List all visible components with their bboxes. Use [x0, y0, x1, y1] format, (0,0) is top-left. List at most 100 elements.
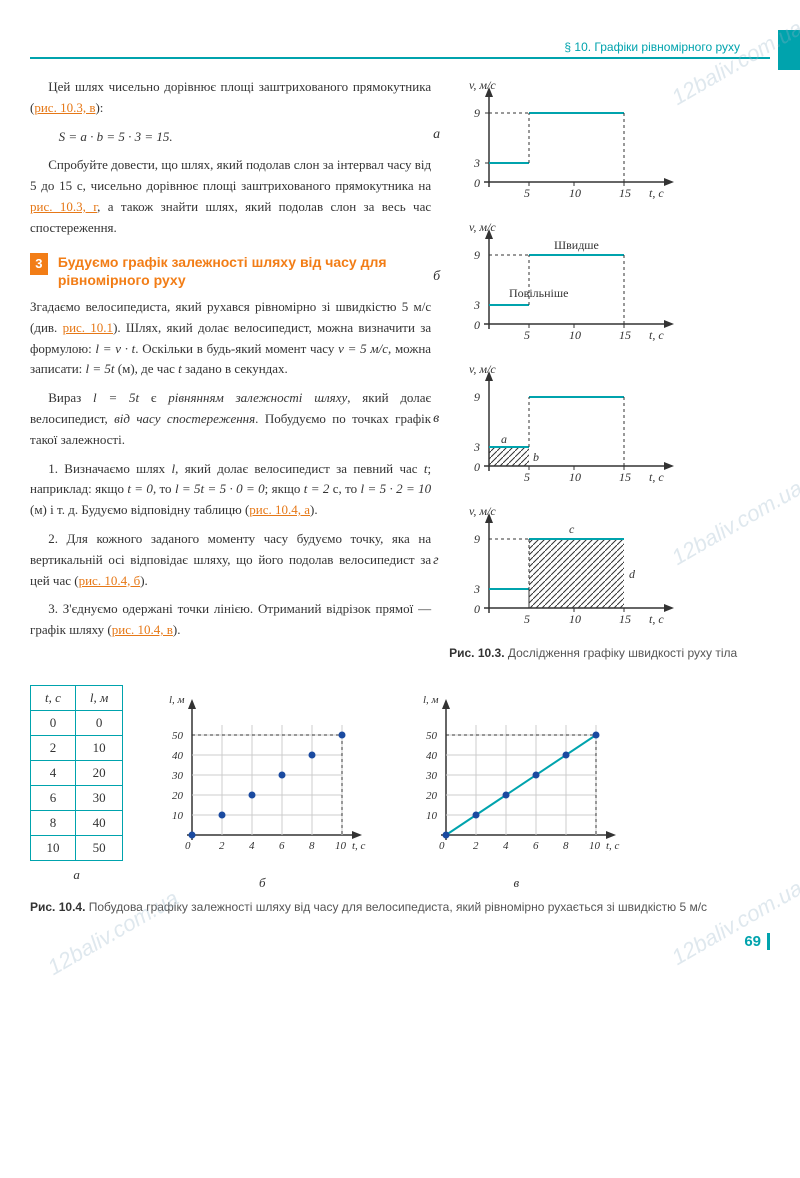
chart-label: г [433, 553, 438, 569]
svg-text:5: 5 [524, 470, 530, 484]
fig-10-4-caption: Рис. 10.4. Побудова графіку залежності ш… [30, 899, 770, 915]
svg-text:10: 10 [569, 470, 581, 484]
svg-text:3: 3 [473, 440, 480, 454]
svg-text:20: 20 [172, 790, 184, 802]
svg-text:50: 50 [172, 730, 184, 742]
svg-text:9: 9 [474, 532, 480, 546]
para-5: 1. Визначаємо шлях l, який долає вело­си… [30, 459, 431, 521]
svg-text:t, с: t, с [649, 470, 664, 484]
svg-text:15: 15 [619, 470, 631, 484]
fig-link: рис. 10.3, в [34, 100, 95, 115]
side-tab [778, 30, 800, 70]
svg-text:v, м/с: v, м/с [469, 362, 496, 376]
para-2: Спробуйте довести, що шлях, який подолав… [30, 155, 431, 238]
svg-text:v, м/с: v, м/с [469, 78, 496, 92]
svg-text:10: 10 [335, 840, 347, 852]
svg-text:5: 5 [524, 612, 530, 626]
figure-column: а v, м/с 039 51015 t, с б v, м/с 039 510… [449, 77, 770, 661]
svg-text:Повільніше: Повільніше [509, 286, 568, 300]
fig-10-3-caption: Рис. 10.3. Дослідження графі­ку швидкост… [449, 645, 770, 661]
svg-text:30: 30 [171, 770, 184, 782]
svg-text:l, м: l, м [169, 694, 185, 706]
table-sublabel: а [30, 867, 123, 883]
svg-text:v, м/с: v, м/с [469, 504, 496, 518]
svg-text:8: 8 [309, 840, 315, 852]
svg-text:15: 15 [619, 328, 631, 342]
svg-text:40: 40 [172, 750, 184, 762]
svg-text:0: 0 [439, 840, 445, 852]
fig-link: рис. 10.4, а [249, 502, 310, 517]
chart-label: б [433, 269, 440, 285]
svg-text:15: 15 [619, 612, 631, 626]
svg-text:6: 6 [279, 840, 285, 852]
svg-text:0: 0 [474, 460, 480, 474]
svg-text:5: 5 [524, 328, 530, 342]
equation-1: S = a · b = 5 · 3 = 15. [30, 127, 431, 148]
svg-text:9: 9 [474, 106, 480, 120]
chart-sublabel: б [147, 875, 377, 891]
svg-text:v, м/с: v, м/с [469, 220, 496, 234]
para-6: 2. Для кожного заданого моменту часу бу­… [30, 529, 431, 591]
chart-sublabel: в [401, 875, 631, 891]
section-heading: 3 Будуємо графік залежності шляху від ча… [30, 253, 431, 289]
svg-text:3: 3 [473, 298, 480, 312]
para-4: Вираз l = 5t є рівнянням залежності шлях… [30, 388, 431, 450]
page-number: 69 [30, 933, 770, 950]
fig-link: рис. 10.3, г [30, 199, 97, 214]
section-header: § 10. Графіки рівномірного руху [30, 30, 770, 57]
fig-link: рис. 10.4, б [79, 573, 141, 588]
svg-text:t, с: t, с [649, 186, 664, 200]
svg-text:9: 9 [474, 390, 480, 404]
svg-text:20: 20 [426, 790, 438, 802]
svg-text:40: 40 [426, 750, 438, 762]
svg-text:l, м: l, м [423, 694, 439, 706]
svg-text:t, с: t, с [649, 328, 664, 342]
svg-text:4: 4 [249, 840, 255, 852]
svg-text:t, с: t, с [352, 840, 366, 852]
svg-text:10: 10 [589, 840, 601, 852]
svg-text:10: 10 [569, 328, 581, 342]
header-rule [30, 57, 770, 59]
svg-text:d: d [629, 567, 636, 581]
svg-text:Швидше: Швидше [554, 238, 599, 252]
chart-label: а [433, 127, 440, 143]
table-10-4: t, сl, м 00 210 420 630 840 1050 а [30, 685, 123, 883]
svg-text:2: 2 [219, 840, 225, 852]
svg-text:2: 2 [473, 840, 479, 852]
svg-text:3: 3 [473, 156, 480, 170]
svg-text:t, с: t, с [606, 840, 620, 852]
chart-10-3-a: а v, м/с 039 51015 t, с [449, 77, 770, 207]
svg-text:3: 3 [473, 582, 480, 596]
svg-text:10: 10 [172, 810, 184, 822]
para-7: 3. З'єднуємо одержані точки лінією. Отри… [30, 599, 431, 641]
svg-text:15: 15 [619, 186, 631, 200]
chart-10-4-b: l, м 10 20 30 40 50 0 2 4 6 8 10 t, с б [147, 685, 377, 891]
svg-text:6: 6 [533, 840, 539, 852]
svg-text:0: 0 [185, 840, 191, 852]
para-3: Згадаємо велосипедиста, який рухався рів… [30, 297, 431, 380]
svg-text:5: 5 [524, 186, 530, 200]
svg-text:t, с: t, с [649, 612, 664, 626]
fig-link: рис. 10.4, в [112, 622, 173, 637]
chart-10-3-v: в v, м/с 039 51015 t, с a b [449, 361, 770, 491]
svg-text:0: 0 [474, 176, 480, 190]
chart-10-4-v: l, м 1020304050 0246810 t, с в [401, 685, 631, 891]
svg-text:0: 0 [474, 602, 480, 616]
chart-10-3-g: г v, м/с 039 51015 t, с c d [449, 503, 770, 633]
section-number: 3 [30, 253, 48, 275]
svg-text:9: 9 [474, 248, 480, 262]
svg-text:8: 8 [563, 840, 569, 852]
svg-text:c: c [569, 522, 575, 536]
svg-text:10: 10 [426, 810, 438, 822]
para-1: Цей шлях чисельно дорівнює площі за­штри… [30, 77, 431, 119]
section-title: Будуємо графік залежності шляху від часу… [58, 253, 431, 289]
svg-text:a: a [501, 432, 507, 446]
chart-10-3-b: б v, м/с 039 51015 t, с Швидше Повільніш… [449, 219, 770, 349]
chart-label: в [433, 411, 439, 427]
svg-text:10: 10 [569, 612, 581, 626]
fig-link: рис. 10.1 [63, 320, 114, 335]
svg-text:b: b [533, 450, 539, 464]
svg-text:0: 0 [474, 318, 480, 332]
svg-text:10: 10 [569, 186, 581, 200]
svg-text:50: 50 [426, 730, 438, 742]
